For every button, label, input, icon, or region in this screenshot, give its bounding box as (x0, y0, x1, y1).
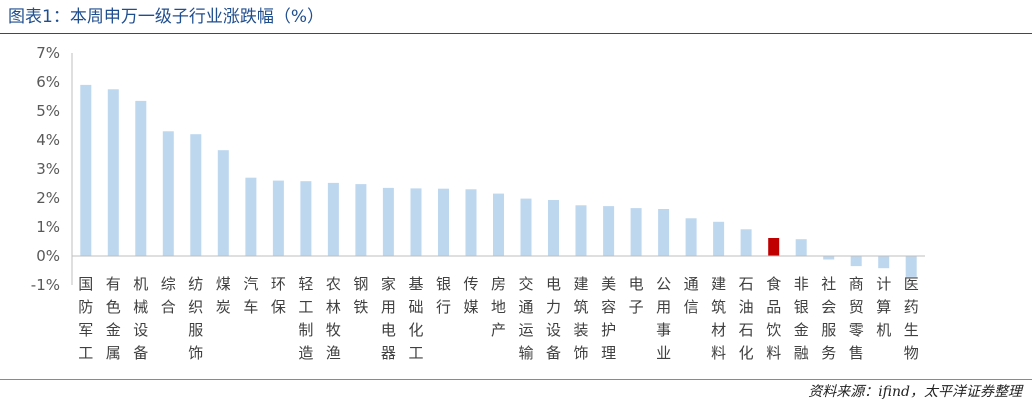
x-tick-label: 电力设备 (546, 275, 561, 362)
bar (493, 193, 504, 256)
bar (658, 209, 670, 256)
x-tick-label: 建筑材料 (711, 275, 726, 362)
bar (245, 177, 257, 256)
bar (795, 239, 807, 256)
x-tick-label: 银行 (436, 275, 451, 316)
y-tick-label: 4% (36, 131, 60, 149)
y-tick-label: -1% (31, 276, 60, 294)
bar (410, 188, 422, 256)
bar (740, 229, 752, 256)
x-tick-label: 基础化工 (408, 275, 423, 362)
bar (520, 198, 532, 256)
bar (823, 256, 835, 260)
x-tick-label: 钢铁 (353, 275, 368, 316)
x-tick-label: 石油石化 (739, 275, 754, 362)
x-tick-label: 有色金属 (106, 275, 121, 362)
x-tick-label: 环保 (271, 275, 286, 316)
bar (630, 208, 642, 256)
x-tick-label: 房地产 (491, 275, 506, 339)
bar (905, 256, 917, 277)
bar (80, 84, 92, 257)
x-tick-label: 煤炭 (216, 275, 231, 316)
x-tick-label: 国防军工 (78, 275, 93, 362)
x-tick-label: 商贸零售 (849, 275, 864, 362)
x-tick-label: 农林牧渔 (326, 275, 341, 362)
bar (107, 89, 119, 257)
x-tick-label: 传媒 (463, 275, 478, 316)
y-tick-label: 5% (36, 102, 60, 120)
bar (272, 180, 284, 256)
bar (603, 206, 615, 256)
y-tick-label: 0% (36, 247, 60, 265)
x-tick-label: 计算机 (876, 275, 891, 339)
x-tick-label: 轻工制造 (298, 275, 313, 362)
bar (465, 189, 477, 256)
x-tick-label: 家用电器 (381, 275, 396, 362)
x-tick-label: 纺织服饰 (188, 275, 203, 362)
x-tick-label: 社会服务 (821, 275, 836, 362)
x-tick-label: 医药生物 (904, 275, 919, 362)
bar (355, 184, 367, 256)
bar (878, 256, 890, 269)
x-tick-label: 美容护理 (601, 275, 616, 362)
bar (135, 100, 147, 257)
y-tick-label: 6% (36, 73, 60, 91)
footer-divider (0, 379, 1032, 380)
bar (438, 188, 449, 256)
y-tick-label: 1% (36, 218, 60, 236)
bar (382, 187, 394, 256)
bar (850, 256, 862, 267)
bar (217, 150, 229, 256)
title-divider (0, 33, 1032, 34)
bar (548, 200, 559, 256)
x-tick-label: 机械设备 (133, 275, 148, 362)
bar (190, 134, 202, 256)
bar-chart: -1% 0% 1% 2% 3% 4% 5% 6% 7% 国防军工有色金属机械设备综合纺织服饰煤炭汽… (31, 44, 925, 362)
y-tick-label: 7% (36, 44, 60, 62)
x-tick-label: 建筑装饰 (573, 275, 588, 362)
bar (685, 218, 697, 256)
x-tick-label: 电子 (629, 275, 644, 316)
bar (300, 181, 312, 256)
chart-title: 图表1：本周申万一级子行业涨跌幅（%） (8, 7, 324, 27)
y-tick-label: 2% (36, 189, 60, 207)
y-tick-label: 3% (36, 160, 60, 178)
bar (713, 221, 725, 256)
x-tick-label: 交通运输 (518, 275, 533, 362)
x-tick-label: 非银金融 (794, 275, 809, 362)
bar (162, 131, 174, 256)
x-tick-label: 食品饮料 (766, 275, 781, 362)
x-tick-label: 综合 (161, 275, 176, 316)
x-tick-label: 公用事业 (656, 275, 671, 362)
bar (575, 205, 587, 257)
bar (768, 238, 780, 256)
x-tick-label: 汽车 (243, 275, 258, 316)
bar (327, 182, 339, 256)
x-tick-label: 通信 (684, 275, 699, 316)
source-note: 资料来源：ifind，太平洋证券整理 (808, 384, 1022, 400)
